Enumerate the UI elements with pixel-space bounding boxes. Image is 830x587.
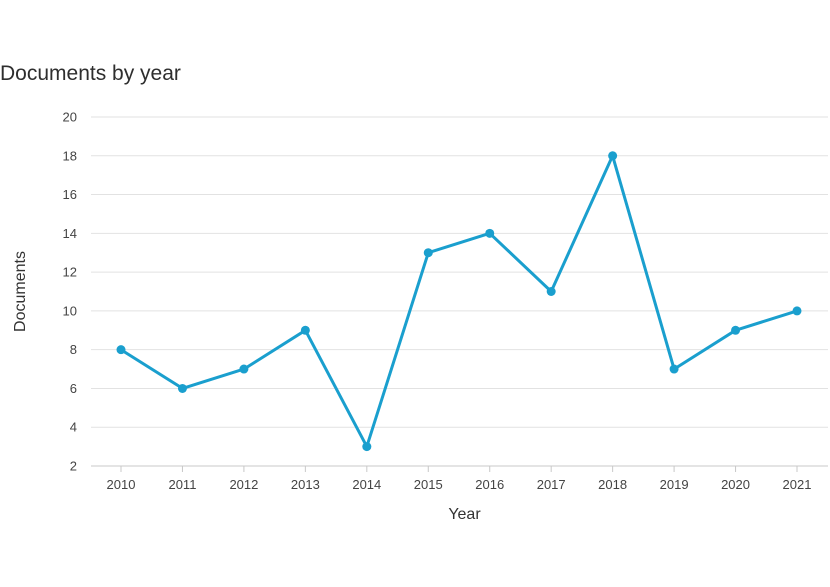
y-tick-label: 8 (70, 342, 77, 357)
data-point[interactable] (116, 345, 126, 355)
y-tick-label: 20 (63, 110, 77, 125)
y-axis-ticks: 2 4 6 8 10 12 14 16 18 20 (63, 110, 77, 474)
y-tick-label: 12 (63, 265, 77, 280)
data-point[interactable] (731, 325, 741, 335)
y-axis-label: Documents (12, 251, 29, 332)
data-point[interactable] (239, 364, 249, 374)
data-point[interactable] (300, 325, 310, 335)
x-tick-label: 2018 (598, 477, 627, 492)
data-point[interactable] (485, 228, 495, 238)
data-point[interactable] (669, 364, 679, 374)
data-point[interactable] (792, 306, 802, 316)
data-point[interactable] (423, 248, 433, 258)
y-tick-label: 6 (70, 381, 77, 396)
y-tick-label: 16 (63, 187, 77, 202)
y-tick-label: 18 (63, 148, 77, 163)
data-point[interactable] (546, 287, 556, 296)
x-tick-label: 2011 (168, 477, 196, 492)
x-tick-label: 2015 (414, 477, 443, 492)
series-line (119, 154, 799, 449)
x-tick-label: 2019 (660, 477, 689, 492)
x-tick-label: 2013 (291, 477, 320, 492)
data-point[interactable] (177, 383, 187, 393)
x-tick-label: 2020 (721, 477, 750, 492)
x-tick-label: 2021 (783, 477, 812, 492)
x-tick-label: 2012 (229, 477, 258, 492)
data-point[interactable] (362, 442, 372, 452)
x-tick-label: 2016 (475, 477, 504, 492)
y-tick-label: 10 (63, 303, 77, 318)
x-tick-label: 2017 (537, 477, 566, 492)
data-point[interactable] (608, 151, 618, 161)
x-axis-ticks: 2010 2011 2012 2013 2014 2015 2016 2017 2018 2019… (107, 466, 812, 492)
chart-title: Documents by year (0, 62, 181, 85)
y-tick-label: 4 (70, 420, 77, 435)
series-documents (116, 151, 802, 452)
x-tick-label: 2014 (352, 477, 381, 492)
y-tick-label: 14 (63, 226, 77, 241)
y-tick-label: 2 (70, 459, 77, 474)
x-axis-label: Year (448, 506, 481, 523)
x-tick-label: 2010 (107, 477, 136, 492)
grid-lines (91, 116, 828, 467)
